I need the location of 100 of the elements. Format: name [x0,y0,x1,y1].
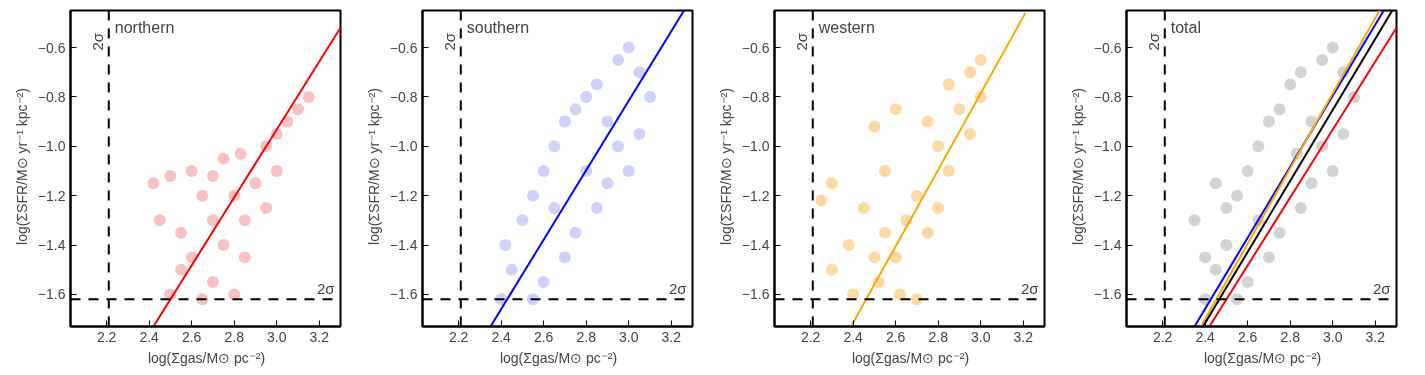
y-axis-title: log(ΣSFR/M⊙ yr⁻¹ kpc⁻²) [1069,88,1086,245]
y-tick-label: −1.4 [741,237,770,254]
point [622,41,635,54]
x-tick-label: 2.4 [491,328,512,345]
x-tick-label: 2.4 [1195,328,1216,345]
point [206,276,219,289]
point [932,140,945,153]
point [164,169,177,182]
y-tick-label: −1.2 [741,187,770,204]
y-tick-label: −1.0 [741,138,770,155]
y-tick-label: −0.8 [37,88,66,105]
point [548,140,561,153]
point [893,288,906,301]
x-tick-label: 2.8 [1280,328,1301,345]
y-tick-label: −1.0 [37,138,66,155]
ref-line-label: 2σ [440,32,458,51]
point [147,177,160,190]
point [622,164,635,177]
y-tick-label: −0.6 [1093,39,1122,56]
point [537,164,550,177]
x-tick-label: 3.2 [661,328,682,345]
x-tick-label: 2.6 [1237,328,1258,345]
point [974,53,987,66]
y-tick-label: −1.6 [37,286,66,303]
y-tick-label: −0.8 [389,88,418,105]
x-tick-label: 3.0 [970,328,991,345]
point [879,226,892,239]
point [590,78,603,91]
point [234,147,247,160]
y-tick-label: −0.8 [1093,88,1122,105]
point [249,177,262,190]
x-axis-title: log(Σgas/M⊙ pc⁻²) [851,349,970,366]
point [601,115,614,128]
text: western [817,18,875,36]
y-axis-title: log(ΣSFR/M⊙ yr⁻¹ kpc⁻²) [13,88,30,245]
ref-line-label: 2σ [1020,280,1040,298]
point [1188,214,1201,227]
point [889,103,902,116]
y-tick-label: −0.6 [389,39,418,56]
point [238,214,251,227]
point [868,120,881,133]
ref-line-label: 2σ [88,32,106,51]
x-tick-label: 2.8 [928,328,949,345]
x-tick-label: 2.4 [843,328,864,345]
point [590,202,603,214]
text: southern [466,18,530,36]
point [1262,251,1275,264]
y-axis-title: log(ΣSFR/M⊙ yr⁻¹ kpc⁻²) [717,88,734,245]
point [633,127,646,140]
point [1220,202,1233,214]
point [1294,66,1307,79]
point [206,214,219,227]
point [558,251,571,264]
x-tick-label: 2.2 [96,328,117,345]
point [1209,177,1222,190]
x-tick-label: 2.2 [448,328,469,345]
point [1220,239,1233,252]
point [953,103,966,116]
x-tick-label: 3.2 [309,328,330,345]
y-tick-label: −0.6 [37,39,66,56]
point [879,164,892,177]
point [1262,115,1275,128]
point [942,78,955,91]
point [910,189,923,202]
x-tick-label: 2.8 [576,328,597,345]
y-tick-label: −1.0 [389,138,418,155]
text: northern [114,18,175,36]
ref-line-label: 2σ [668,280,688,298]
point [238,251,251,264]
point [1284,78,1297,91]
x-tick-label: 3.2 [1365,328,1386,345]
y-tick-label: −1.2 [389,187,418,204]
point [1241,164,1254,177]
point [1316,53,1329,66]
point [942,164,955,177]
point [932,202,945,214]
point [175,263,188,276]
point [964,66,977,79]
point [548,202,561,214]
text: total [1170,18,1202,36]
point [1305,177,1318,190]
x-tick-label: 3.0 [1322,328,1343,345]
y-tick-label: −1.4 [1093,237,1122,254]
y-tick-label: −1.2 [37,187,66,204]
point [185,164,198,177]
point [1326,164,1339,177]
ref-line-label: 2σ [1144,32,1162,51]
point [153,214,166,227]
point [1337,127,1350,140]
point [499,239,512,252]
x-tick-label: 2.6 [181,328,202,345]
x-tick-label: 2.6 [885,328,906,345]
point [868,251,881,264]
x-tick-label: 2.2 [800,328,821,345]
point [815,194,828,207]
point [1252,140,1265,153]
y-tick-label: −1.6 [389,286,418,303]
point [612,53,625,66]
x-tick-label: 3.2 [1013,328,1034,345]
point [569,103,582,116]
